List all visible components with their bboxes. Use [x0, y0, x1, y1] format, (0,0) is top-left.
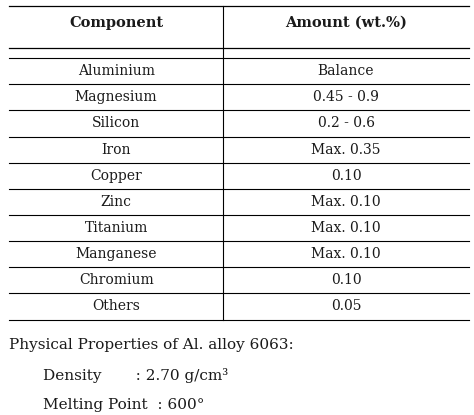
- Text: Melting Point  : 600°: Melting Point : 600°: [43, 398, 204, 412]
- Text: Max. 0.35: Max. 0.35: [311, 143, 381, 156]
- Text: Manganese: Manganese: [75, 247, 157, 261]
- Text: Physical Properties of Al. alloy 6063:: Physical Properties of Al. alloy 6063:: [9, 338, 294, 352]
- Text: Component: Component: [69, 16, 163, 30]
- Text: Max. 0.10: Max. 0.10: [311, 221, 381, 235]
- Text: Balance: Balance: [318, 64, 374, 78]
- Text: Iron: Iron: [101, 143, 131, 156]
- Text: Silicon: Silicon: [92, 117, 140, 130]
- Text: 0.2 - 0.6: 0.2 - 0.6: [318, 117, 374, 130]
- Text: Magnesium: Magnesium: [75, 90, 157, 104]
- Text: Aluminium: Aluminium: [78, 64, 155, 78]
- Text: Density       : 2.70 g/cm³: Density : 2.70 g/cm³: [43, 368, 228, 383]
- Text: Copper: Copper: [90, 169, 142, 183]
- Text: 0.45 - 0.9: 0.45 - 0.9: [313, 90, 379, 104]
- Text: 0.05: 0.05: [331, 300, 361, 313]
- Text: Max. 0.10: Max. 0.10: [311, 247, 381, 261]
- Text: Chromium: Chromium: [79, 273, 154, 287]
- Text: 0.10: 0.10: [331, 169, 361, 183]
- Text: Amount (wt.%): Amount (wt.%): [285, 16, 407, 30]
- Text: Max. 0.10: Max. 0.10: [311, 195, 381, 209]
- Text: Titanium: Titanium: [84, 221, 148, 235]
- Text: Zinc: Zinc: [100, 195, 132, 209]
- Text: 0.10: 0.10: [331, 273, 361, 287]
- Text: Others: Others: [92, 300, 140, 313]
